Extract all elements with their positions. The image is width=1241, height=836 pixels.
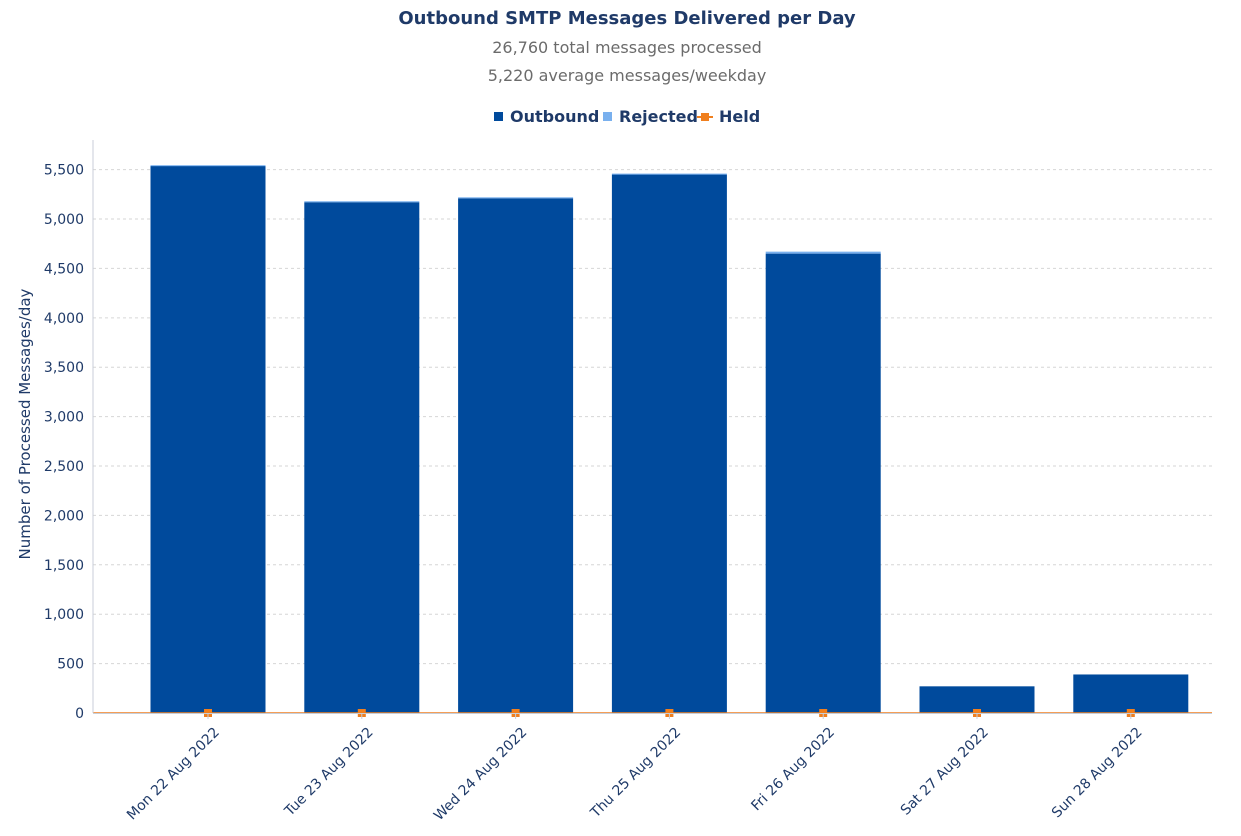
- y-axis-label: Number of Processed Messages/day: [16, 288, 34, 559]
- y-tick-label: 2,000: [44, 508, 84, 524]
- bar-outbound: [150, 165, 266, 713]
- chart-subtitle-average: 5,220 average messages/weekday: [488, 66, 767, 85]
- bar-outbound: [304, 202, 420, 713]
- bar-outbound: [765, 253, 881, 714]
- bar-outbound: [1073, 674, 1189, 713]
- x-tick-label: Wed 24 Aug 2022: [431, 725, 530, 824]
- legend-swatch-outbound: [494, 112, 503, 121]
- bars: [150, 165, 1189, 714]
- bar-rejected: [304, 201, 420, 203]
- y-tick-label: 2,500: [44, 459, 84, 475]
- legend-marker-held: [701, 113, 709, 121]
- x-tick-label: Sun 28 Aug 2022: [1049, 725, 1146, 822]
- bar-rejected: [611, 173, 727, 175]
- y-tick-label: 500: [57, 657, 84, 673]
- x-tick-label: Thu 25 Aug 2022: [587, 725, 684, 822]
- bar-outbound: [611, 174, 727, 714]
- x-tick-label: Sat 27 Aug 2022: [898, 725, 992, 819]
- y-tick-label: 4,500: [44, 261, 84, 277]
- bar-outbound: [458, 198, 574, 713]
- y-tick-label: 4,000: [44, 311, 84, 327]
- bar-rejected: [458, 197, 574, 199]
- y-tick-label: 1,500: [44, 558, 84, 574]
- y-tick-label: 0: [75, 706, 84, 722]
- chart-subtitle-total: 26,760 total messages processed: [492, 38, 762, 57]
- y-tick-label: 1,000: [44, 607, 84, 623]
- legend-swatch-rejected: [603, 112, 612, 121]
- legend-label-outbound: Outbound: [510, 107, 599, 126]
- bar-rejected: [765, 251, 881, 254]
- bar-rejected: [150, 165, 266, 167]
- legend-label-held: Held: [719, 107, 760, 126]
- y-tick-label: 3,000: [44, 410, 84, 426]
- chart-title: Outbound SMTP Messages Delivered per Day: [398, 8, 856, 29]
- legend-label-rejected: Rejected: [619, 107, 698, 126]
- x-tick-label: Mon 22 Aug 2022: [124, 725, 223, 824]
- bar-outbound: [919, 686, 1035, 713]
- legend: Outbound Rejected Held: [494, 107, 760, 126]
- y-tick-label: 5,000: [44, 212, 84, 228]
- x-tick-label: Tue 23 Aug 2022: [281, 725, 376, 820]
- y-tick-label: 5,500: [44, 163, 84, 179]
- y-tick-label: 3,500: [44, 360, 84, 376]
- x-tick-label: Fri 26 Aug 2022: [748, 725, 838, 815]
